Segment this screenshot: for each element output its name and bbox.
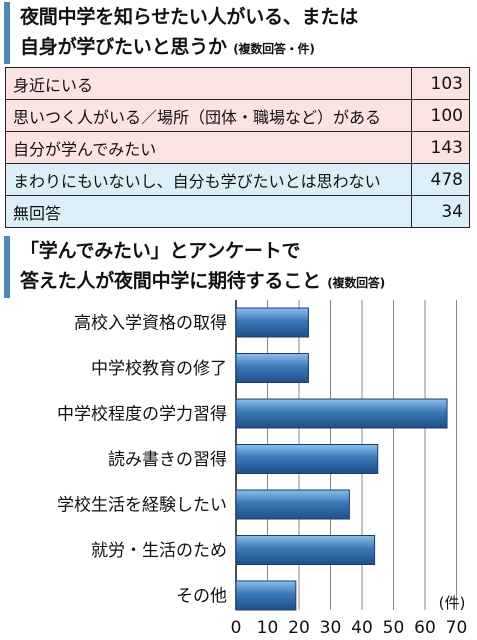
- x-tick-label: 40: [351, 618, 373, 638]
- survey-row: 無回答 34: [5, 195, 470, 228]
- survey-row: 思いつく人がいる／場所（団体・職場など）がある 100: [5, 99, 470, 132]
- survey-row-value: 143: [411, 131, 470, 164]
- chart-unit-label: (件): [439, 594, 466, 612]
- category-label: 就労・生活のため: [91, 541, 227, 561]
- category-label: 中学校程度の学力習得: [57, 405, 227, 425]
- x-tick-label: 50: [383, 618, 405, 638]
- chart-tick-labels: 0 10 20 30 40 50 60 70: [231, 618, 468, 638]
- survey-table: 身近にいる 103 思いつく人がいる／場所（団体・職場など）がある 100 自分が学んで…: [5, 67, 470, 228]
- category-label: 学校生活を経験したい: [57, 496, 227, 516]
- bar: [235, 489, 350, 520]
- survey-row-label: 無回答: [5, 195, 412, 228]
- bar: [235, 307, 309, 338]
- x-tick-label: 60: [414, 618, 436, 638]
- category-label: 高校入学資格の取得: [74, 314, 227, 334]
- chart-title-line1: 「学んでみたい」とアンケートで: [20, 240, 301, 262]
- chart-bars: [235, 307, 448, 611]
- chart-title-line2: 答えた人が夜間中学に期待すること (複数回答): [20, 266, 477, 298]
- survey-title-line1: 夜間中学を知らせたい人がいる、または: [20, 6, 359, 28]
- category-label: その他: [176, 587, 227, 607]
- expectations-bar-chart: 高校入学資格の取得中学校教育の修了中学校程度の学力習得読み書きの習得学校生活を経…: [57, 300, 468, 638]
- survey-row: 身近にいる 103: [5, 67, 470, 100]
- survey-row-label: 身近にいる: [5, 67, 412, 100]
- chart-title-note: (複数回答): [327, 276, 386, 290]
- bar: [235, 398, 448, 429]
- survey-row: 自分が学んでみたい 143: [5, 131, 470, 164]
- bar: [235, 444, 379, 474]
- survey-row-value: 34: [411, 195, 470, 228]
- x-tick-label: 30: [320, 618, 342, 638]
- survey-row-value: 478: [411, 163, 470, 196]
- chart-category-labels: 高校入学資格の取得中学校教育の修了中学校程度の学力習得読み書きの習得学校生活を経…: [57, 314, 227, 607]
- survey-row-label: 自分が学んでみたい: [5, 131, 412, 164]
- x-tick-label: 10: [257, 618, 279, 638]
- bar: [235, 353, 309, 383]
- chart-title: 「学んでみたい」とアンケートで 答えた人が夜間中学に期待すること (複数回答): [4, 236, 477, 298]
- category-label: 中学校教育の修了: [91, 359, 227, 379]
- survey-row-label: 思いつく人がいる／場所（団体・職場など）がある: [5, 99, 412, 132]
- category-label: 読み書きの習得: [108, 450, 227, 470]
- survey-row-label: まわりにもいないし、自分も学びたいとは思わない: [5, 163, 412, 196]
- chart-title-line2-text: 答えた人が夜間中学に期待すること: [20, 270, 321, 292]
- x-tick-label: 70: [446, 618, 468, 638]
- bar: [235, 535, 376, 565]
- survey-title-line2-text: 自身が学びたいと思うか: [20, 36, 227, 58]
- survey-row-value: 103: [411, 67, 470, 100]
- survey-title-line2: 自身が学びたいと思うか (複数回答・件): [20, 32, 477, 64]
- survey-row-value: 100: [411, 99, 470, 132]
- bar: [235, 580, 297, 611]
- survey-title-note: (複数回答・件): [233, 42, 315, 56]
- survey-row: まわりにもいないし、自分も学びたいとは思わない 478: [5, 163, 470, 196]
- x-tick-label: 20: [288, 618, 310, 638]
- x-tick-label: 0: [231, 618, 242, 638]
- survey-table-title: 夜間中学を知らせたい人がいる、または 自身が学びたいと思うか (複数回答・件): [4, 2, 477, 64]
